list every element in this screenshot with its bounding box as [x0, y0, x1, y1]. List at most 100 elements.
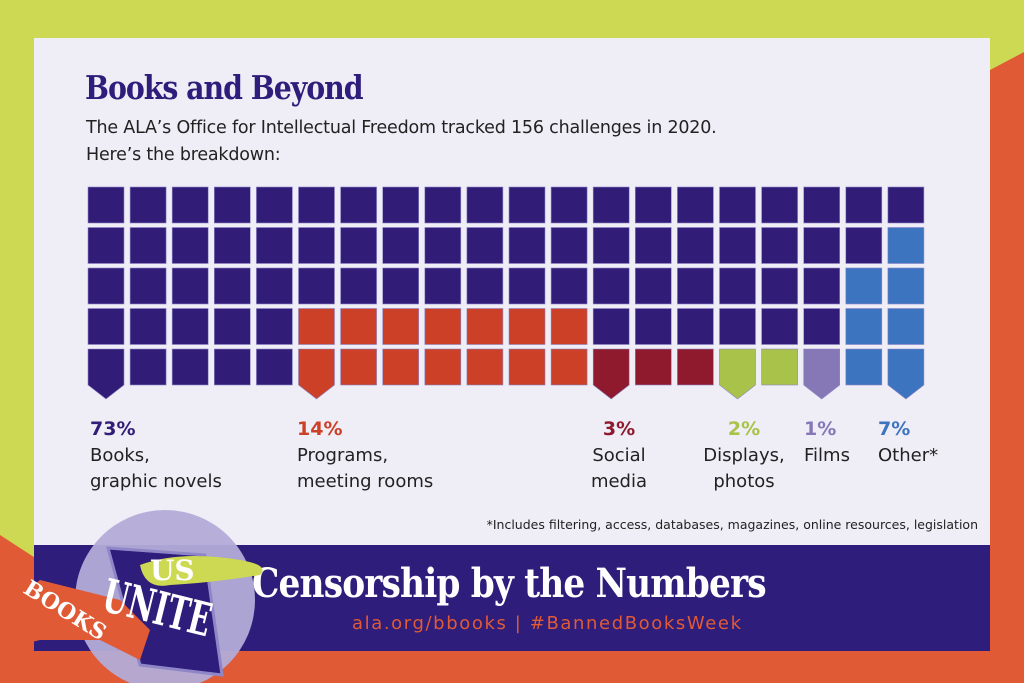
waffle-cell: [298, 308, 335, 345]
waffle-cell: [887, 267, 925, 305]
waffle-cell: [214, 348, 251, 386]
waffle-cell: [424, 186, 462, 224]
waffle-cell: [550, 348, 588, 386]
waffle-cell: [677, 227, 714, 264]
legend-item: 1% Films: [804, 418, 850, 469]
waffle-cell-pointer-3: [719, 348, 756, 400]
waffle-cell: [634, 348, 672, 386]
waffle-cell: [508, 348, 546, 386]
waffle-cell: [592, 267, 630, 305]
waffle-cell: [887, 227, 925, 264]
waffle-cell: [887, 308, 925, 345]
waffle-cell: [677, 186, 714, 224]
waffle-cell: [424, 267, 462, 305]
waffle-cell: [340, 308, 377, 345]
waffle-cell: [845, 267, 883, 305]
legend-caption: photos: [713, 471, 775, 492]
waffle-cell: [340, 227, 377, 264]
waffle-cell: [256, 308, 293, 345]
waffle-cell: [87, 186, 125, 224]
waffle-cell: [171, 308, 209, 345]
page-title: Books and Beyond: [85, 68, 364, 107]
waffle-cell: [382, 227, 420, 264]
waffle-cell: [761, 267, 798, 305]
waffle-cell-pointer-4: [803, 348, 841, 400]
waffle-cell: [466, 227, 504, 264]
legend-percent: 14%: [297, 418, 343, 440]
waffle-cell: [466, 267, 504, 305]
waffle-cell: [256, 227, 293, 264]
waffle-cell: [171, 267, 209, 305]
legend-caption: Films: [804, 445, 850, 466]
waffle-cell: [677, 348, 714, 386]
banner-links[interactable]: ala.org/bbooks | #BannedBooksWeek: [352, 613, 743, 634]
waffle-cell: [214, 227, 251, 264]
waffle-cell: [508, 308, 546, 345]
waffle-cell: [845, 186, 883, 224]
waffle-cell: [803, 186, 841, 224]
waffle-cell: [845, 308, 883, 345]
legend-item: 14% Programs, meeting rooms: [297, 418, 433, 495]
legend-percent: 1%: [804, 418, 837, 440]
waffle-cell: [129, 267, 167, 305]
waffle-cell: [340, 267, 377, 305]
waffle-cell: [214, 267, 251, 305]
legend-percent: 7%: [878, 418, 911, 440]
waffle-cell: [550, 308, 588, 345]
waffle-cell: [719, 308, 756, 345]
waffle-cell: [592, 308, 630, 345]
waffle-cell: [87, 267, 125, 305]
waffle-cell: [171, 186, 209, 224]
waffle-cell: [761, 348, 798, 386]
waffle-cell: [256, 186, 293, 224]
waffle-cell: [87, 308, 125, 345]
waffle-cell: [508, 186, 546, 224]
waffle-cell: [550, 227, 588, 264]
waffle-cell: [466, 186, 504, 224]
waffle-cell: [129, 186, 167, 224]
waffle-cell: [803, 227, 841, 264]
waffle-cell: [803, 267, 841, 305]
waffle-cell: [129, 227, 167, 264]
waffle-cell: [340, 348, 377, 386]
waffle-cell: [761, 227, 798, 264]
waffle-cell-pointer-0: [87, 348, 125, 400]
waffle-cell: [382, 186, 420, 224]
subtitle-line-2: Here’s the breakdown:: [86, 145, 281, 165]
waffle-cell: [129, 308, 167, 345]
waffle-cell: [87, 227, 125, 264]
waffle-cell: [845, 348, 883, 386]
waffle-cell: [466, 308, 504, 345]
waffle-cell: [592, 186, 630, 224]
waffle-cell: [298, 267, 335, 305]
waffle-cell: [845, 227, 883, 264]
legend-item: 73% Books, graphic novels: [90, 418, 222, 495]
waffle-cell: [550, 186, 588, 224]
legend-item: 7% Other*: [878, 418, 938, 469]
waffle-cell: [634, 227, 672, 264]
legend-item: 2% Displays, photos: [698, 418, 790, 495]
waffle-cell: [761, 308, 798, 345]
waffle-cell: [887, 186, 925, 224]
legend-caption: graphic novels: [90, 471, 222, 492]
waffle-cell: [424, 348, 462, 386]
legend-item: 3% Social media: [588, 418, 650, 495]
legend-percent: 3%: [602, 418, 636, 440]
waffle-cell: [171, 227, 209, 264]
subtitle-line-1: The ALA’s Office for Intellectual Freedo…: [86, 118, 717, 138]
waffle-cell: [550, 267, 588, 305]
footnote: *Includes filtering, access, databases, …: [486, 517, 978, 532]
waffle-cell: [340, 186, 377, 224]
logo-text-us: US: [150, 554, 195, 587]
legend-caption: Other*: [878, 445, 939, 466]
waffle-cell: [761, 186, 798, 224]
legend-caption: media: [590, 471, 648, 492]
waffle-cell: [634, 308, 672, 345]
waffle-cell: [677, 308, 714, 345]
banner-title: Censorship by the Numbers: [252, 560, 767, 607]
waffle-cell: [171, 348, 209, 386]
waffle-cell: [719, 227, 756, 264]
waffle-cell: [424, 308, 462, 345]
waffle-cell: [508, 227, 546, 264]
waffle-cell: [634, 186, 672, 224]
